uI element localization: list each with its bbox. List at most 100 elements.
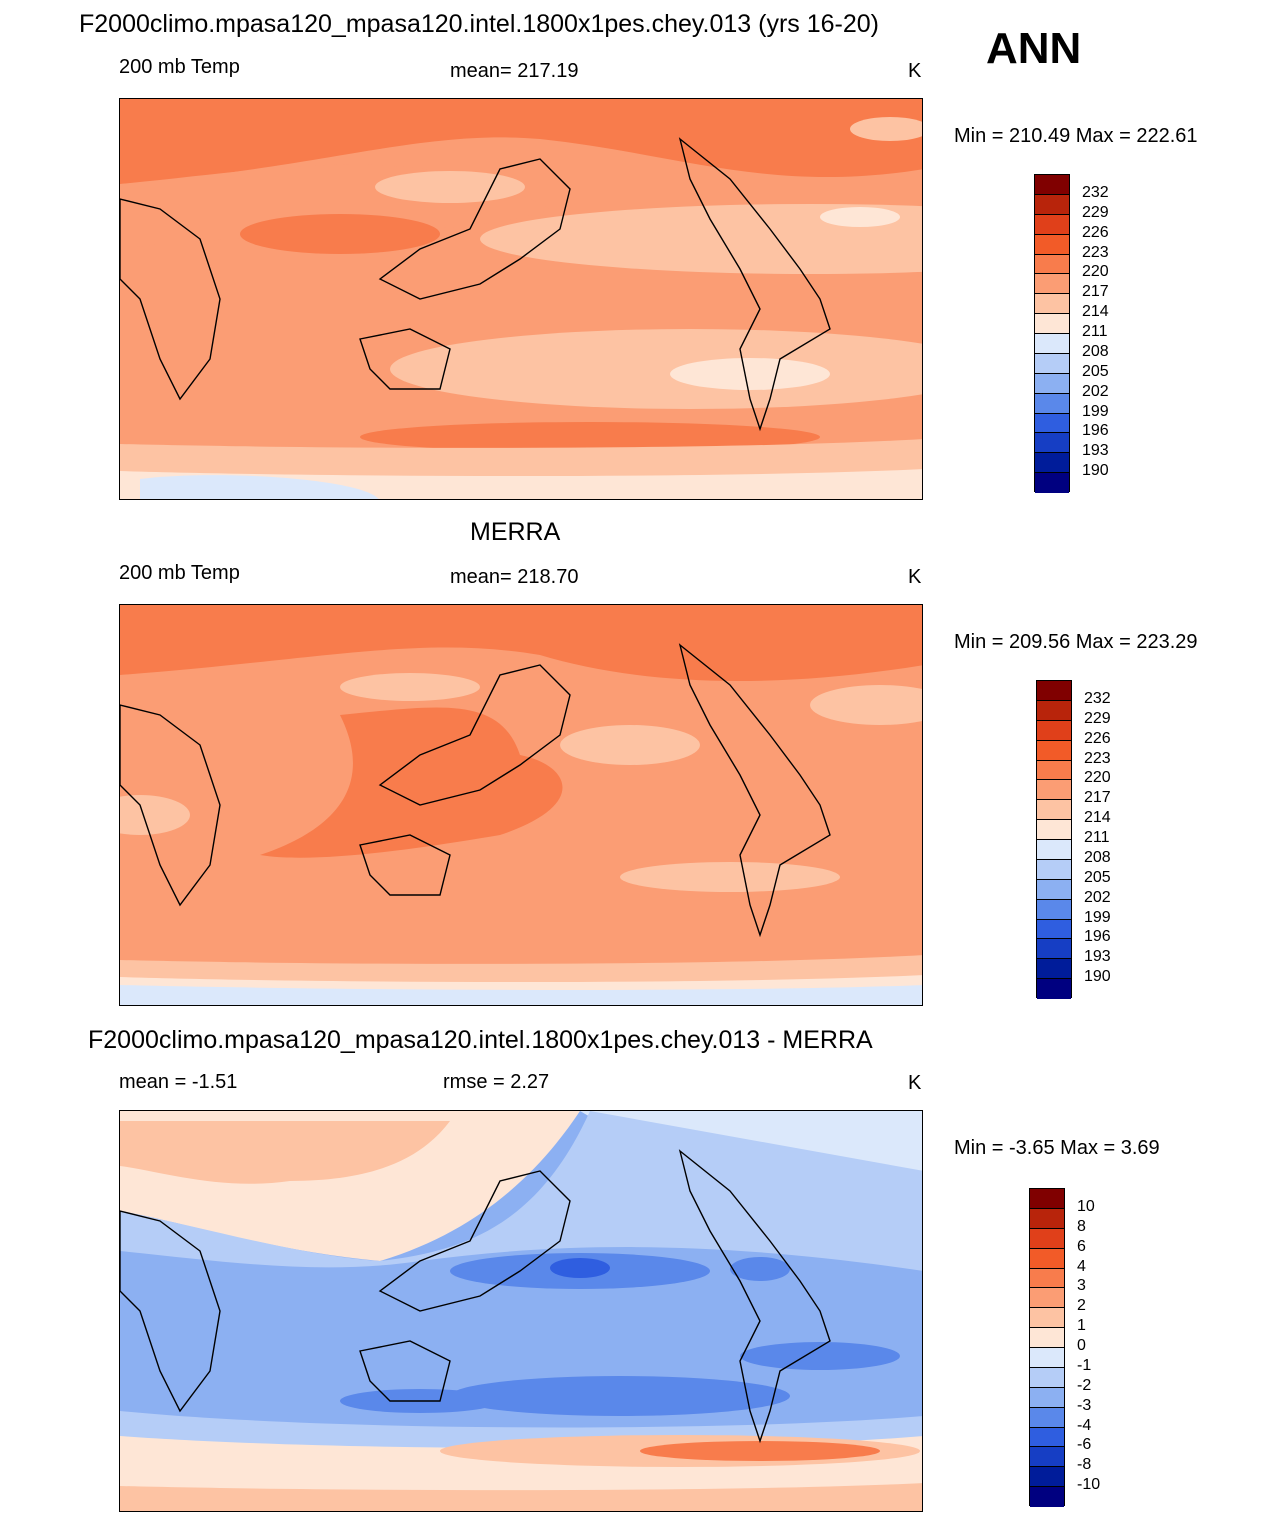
colorbar-swatch (1030, 1447, 1064, 1468)
panel1-minmax: Min = 210.49 Max = 222.61 (954, 125, 1198, 147)
colorbar-swatch (1030, 1228, 1064, 1249)
colorbar-swatch (1035, 294, 1069, 315)
colorbar-tick-label: 208 (1084, 848, 1111, 866)
colorbar-tick-label: 193 (1084, 948, 1111, 966)
colorbar-swatch (1030, 1189, 1064, 1209)
colorbar-tick-label: 214 (1084, 809, 1111, 827)
panel3-title: F2000climo.mpasa120_mpasa120.intel.1800x… (88, 1026, 873, 1054)
colorbar-swatch (1030, 1328, 1064, 1348)
colorbar-swatch (1035, 234, 1069, 255)
panel2-mean: mean= 218.70 (450, 566, 579, 588)
colorbar-swatch (1030, 1308, 1064, 1329)
colorbar-tick-label: 196 (1084, 928, 1111, 946)
colorbar-tick-label: 226 (1082, 223, 1109, 241)
colorbar-tick-label: -3 (1077, 1396, 1092, 1414)
colorbar-swatch (1035, 274, 1069, 295)
colorbar-swatch (1030, 1487, 1064, 1507)
colorbar-tick-label: 0 (1077, 1337, 1086, 1354)
colorbar-swatch (1037, 939, 1071, 960)
colorbar-tick-label: 232 (1082, 183, 1109, 201)
panel2-title: MERRA (470, 518, 561, 546)
colorbar-swatch (1037, 760, 1071, 781)
colorbar-tick-label: 1 (1077, 1317, 1086, 1335)
colorbar-tick-label: 220 (1082, 263, 1109, 281)
colorbar-tick-label: 202 (1084, 888, 1111, 906)
colorbar-tick-label: 193 (1082, 442, 1109, 460)
colorbar-tick-label: 220 (1084, 769, 1111, 787)
colorbar-swatch (1030, 1407, 1064, 1428)
colorbar-tick-label: 8 (1077, 1217, 1086, 1235)
colorbar-swatch (1035, 453, 1069, 474)
panel2-units: K (908, 566, 922, 588)
colorbar-tick-label: 211 (1082, 323, 1108, 340)
colorbar-swatch (1035, 373, 1069, 394)
colorbar-swatch (1035, 334, 1069, 354)
panel1-units: K (908, 60, 922, 82)
colorbar-swatch (1030, 1348, 1064, 1368)
colorbar-swatch (1037, 879, 1071, 900)
colorbar-swatch (1035, 214, 1069, 235)
colorbar-tick-label: 205 (1082, 362, 1109, 380)
colorbar-swatch (1037, 840, 1071, 860)
colorbar-tick-label: 214 (1082, 303, 1109, 321)
colorbar-swatch (1037, 919, 1071, 940)
test-case-title: F2000climo.mpasa120_mpasa120.intel.1800x… (79, 10, 880, 38)
colorbar-swatch (1037, 959, 1071, 980)
colorbar-swatch (1030, 1427, 1064, 1448)
colorbar-swatch (1035, 353, 1069, 374)
colorbar-swatch (1030, 1268, 1064, 1289)
colorbar-swatch (1035, 194, 1069, 215)
colorbar-tick-label: 226 (1084, 729, 1111, 747)
colorbar-swatch (1030, 1208, 1064, 1229)
colorbar-tick-label: 4 (1077, 1257, 1086, 1275)
colorbar-swatch (1030, 1248, 1064, 1269)
colorbar-tick-label: 10 (1077, 1197, 1095, 1215)
colorbar-swatch (1037, 681, 1071, 701)
panel1-variable: 200 mb Temp (119, 56, 240, 78)
colorbar-tick-label: 2 (1077, 1297, 1086, 1315)
colorbar-swatch (1035, 393, 1069, 414)
colorbar-tick-label: 217 (1082, 283, 1109, 301)
colorbar-swatch (1037, 979, 1071, 999)
colorbar-swatch (1035, 413, 1069, 434)
colorbar-tick-label: 6 (1077, 1237, 1086, 1255)
colorbar-tick-label: 190 (1084, 968, 1111, 986)
panel2-minmax: Min = 209.56 Max = 223.29 (954, 631, 1198, 653)
panel3-colorbar-cells (1029, 1188, 1065, 1507)
colorbar-tick-label: 229 (1082, 203, 1109, 221)
panel2-variable: 200 mb Temp (119, 562, 240, 584)
colorbar-tick-label: 232 (1084, 689, 1111, 707)
colorbar-tick-label: -2 (1077, 1376, 1092, 1394)
colorbar-tick-label: -4 (1077, 1416, 1092, 1434)
colorbar-swatch (1030, 1467, 1064, 1488)
colorbar-tick-label: 190 (1082, 462, 1109, 480)
colorbar-swatch (1030, 1387, 1064, 1408)
panel3-mean: mean = -1.51 (119, 1071, 238, 1093)
colorbar-tick-label: 223 (1082, 243, 1109, 261)
colorbar-swatch (1035, 175, 1069, 195)
colorbar-swatch (1030, 1288, 1064, 1309)
colorbar-tick-label: 199 (1082, 402, 1109, 420)
colorbar-swatch (1037, 700, 1071, 721)
colorbar-swatch (1037, 859, 1071, 880)
colorbar-swatch (1037, 820, 1071, 840)
panel3-minmax: Min = -3.65 Max = 3.69 (954, 1137, 1160, 1159)
colorbar-swatch (1030, 1367, 1064, 1388)
panel2-colorbar-cells (1036, 680, 1072, 999)
colorbar-swatch (1037, 720, 1071, 741)
panel1-map (119, 98, 923, 500)
panel1-mean: mean= 217.19 (450, 60, 579, 82)
colorbar-tick-label: -8 (1077, 1456, 1092, 1474)
colorbar-swatch (1037, 800, 1071, 821)
colorbar-swatch (1035, 314, 1069, 334)
colorbar-swatch (1035, 473, 1069, 493)
colorbar-tick-label: 229 (1084, 709, 1111, 727)
colorbar-tick-label: -1 (1077, 1356, 1092, 1374)
panel3-rmse: rmse = 2.27 (443, 1071, 550, 1093)
colorbar-tick-label: 205 (1084, 868, 1111, 886)
colorbar-tick-label: 196 (1082, 422, 1109, 440)
colorbar-tick-label: -6 (1077, 1436, 1092, 1454)
colorbar-swatch (1037, 780, 1071, 801)
colorbar-tick-label: 199 (1084, 908, 1111, 926)
colorbar-tick-label: 223 (1084, 749, 1111, 767)
